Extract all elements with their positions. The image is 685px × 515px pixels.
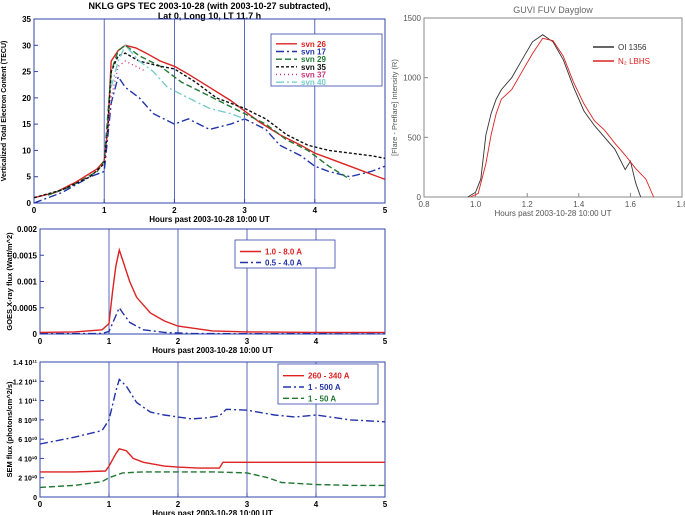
y-axis-label: Verticalized Total Electron Content (TEC… bbox=[1, 41, 8, 182]
y-tick-label: 8 10¹⁰ bbox=[18, 417, 37, 425]
y-tick-label: 30 bbox=[22, 41, 31, 50]
y-tick-label: 0.002 bbox=[17, 225, 38, 234]
series-line-5 bbox=[110, 44, 245, 120]
x-tick-label: 1.4 bbox=[573, 200, 585, 209]
x-axis-label: Hours past 2003-10-28 10:00 UT bbox=[495, 209, 612, 218]
legend: 260 - 340 A 1 - 500 A 1 - 50 A bbox=[277, 363, 379, 405]
series-line-2 bbox=[39, 471, 385, 489]
chart-title: Lat 0, Long 10, LT 11.7 h bbox=[158, 11, 261, 21]
series-line-0 bbox=[40, 447, 385, 473]
y-tick-label: 35 bbox=[22, 15, 31, 24]
series-line-1 bbox=[39, 378, 386, 445]
y-tick-label: 25 bbox=[22, 68, 31, 77]
series-line-0 bbox=[467, 34, 642, 198]
chart-sem: 0 1 2 3 4 5 0 2 10¹⁰ 4 10¹⁰ 6 10¹⁰ 8 10¹⁰ 1 10¹¹ 1.2… bbox=[5, 360, 388, 515]
y-tick-label: 2 10¹⁰ bbox=[18, 475, 37, 483]
legend-box bbox=[234, 239, 336, 269]
legend-box bbox=[270, 33, 383, 87]
y-tick-label: 0 bbox=[417, 193, 422, 202]
y-tick-label: 1 10¹¹ bbox=[19, 399, 38, 406]
y-axis-label: SEM flux (photons/cm^2/s) bbox=[5, 381, 14, 478]
series-line-1 bbox=[33, 75, 386, 204]
x-tick-label: 3 bbox=[245, 337, 250, 346]
x-axis-label: Hours past 2003-10-28 10:00 UT bbox=[152, 346, 273, 355]
x-tick-label: 0 bbox=[38, 500, 43, 509]
legend-label: 0.5 - 4.0 A bbox=[265, 259, 302, 268]
legend-label: 1 - 500 A bbox=[308, 383, 341, 392]
x-tick-label: 3 bbox=[245, 500, 250, 509]
plot-frame bbox=[423, 17, 683, 198]
y-tick-label: 0 bbox=[27, 199, 32, 208]
y-tick-label: 1500 bbox=[403, 14, 421, 23]
legend-label: 1.0 - 8.0 A bbox=[265, 248, 302, 257]
x-tick-label: 0 bbox=[32, 206, 37, 215]
y-tick-label: 0 bbox=[33, 495, 37, 502]
series-line-0 bbox=[39, 247, 385, 334]
y-axis-label: GOES X-ray flux (Watt/m^2) bbox=[5, 232, 14, 331]
x-axis-label: Hours past 2003-10-28 10:00 UT bbox=[152, 509, 273, 515]
x-tick-label: 1.6 bbox=[625, 200, 637, 209]
x-tick-label: 0.8 bbox=[418, 200, 430, 209]
x-tick-label: 4 bbox=[313, 206, 318, 215]
x-tick-label: 1 bbox=[107, 500, 112, 509]
series-line-1 bbox=[39, 306, 386, 335]
legend: 1.0 - 8.0 A 0.5 - 4.0 A bbox=[234, 239, 336, 269]
y-tick-label: 1.2 10¹¹ bbox=[13, 379, 38, 386]
y-tick-label: 0.0005 bbox=[13, 304, 38, 313]
series-line-1 bbox=[470, 37, 655, 198]
legend-label: OI 1356 bbox=[618, 43, 647, 52]
plot-frame bbox=[33, 18, 386, 204]
x-tick-label: 1.8 bbox=[676, 200, 685, 209]
chart-title: NKLG GPS TEC 2003-10-28 (with 2003-10-27… bbox=[88, 1, 330, 11]
legend-label: N₂ LBHS bbox=[618, 57, 650, 66]
series-line-4 bbox=[103, 60, 147, 161]
legend-label: svn 29 bbox=[301, 55, 326, 64]
y-tick-label: 0.0015 bbox=[13, 251, 38, 260]
x-tick-label: 2 bbox=[172, 206, 177, 215]
y-tick-label: 1000 bbox=[403, 74, 421, 83]
legend-label: svn 40 bbox=[301, 78, 326, 87]
x-tick-label: 4 bbox=[314, 337, 319, 346]
x-tick-label: 1 bbox=[102, 206, 107, 215]
y-tick-label: 1.4 10¹¹ bbox=[13, 360, 38, 367]
x-tick-label: 1.0 bbox=[470, 200, 482, 209]
y-tick-label: 0 bbox=[33, 330, 38, 339]
x-tick-label: 5 bbox=[383, 500, 388, 509]
legend-label: svn 37 bbox=[301, 71, 326, 80]
legend-label: svn 26 bbox=[301, 40, 326, 49]
y-tick-label: 10 bbox=[22, 146, 31, 155]
y-axis-label: [Flare - Preflare] Intensity (R) bbox=[390, 59, 399, 156]
legend: OI 1356 N₂ LBHS bbox=[593, 43, 650, 66]
x-tick-label: 2 bbox=[176, 500, 181, 509]
x-tick-label: 5 bbox=[383, 206, 388, 215]
legend-label: 260 - 340 A bbox=[308, 372, 350, 381]
series-line-2 bbox=[47, 44, 351, 196]
legend-label: svn 17 bbox=[301, 48, 326, 57]
y-tick-label: 500 bbox=[408, 133, 422, 142]
y-tick-label: 15 bbox=[22, 120, 31, 129]
y-tick-label: 4 10¹⁰ bbox=[18, 455, 37, 463]
y-tick-label: 5 bbox=[27, 173, 32, 182]
legend-label: svn 35 bbox=[301, 63, 326, 72]
x-tick-label: 2 bbox=[176, 337, 181, 346]
chart-tec: NKLG GPS TEC 2003-10-28 (with 2003-10-27… bbox=[1, 1, 388, 224]
chart-goes: 0 1 2 3 4 5 0 0.0005 0.001 0.0015 0.002 Hours past … bbox=[5, 225, 388, 355]
chart-title: GUVI FUV Dayglow bbox=[513, 5, 593, 15]
legend-label: 1 - 50 A bbox=[308, 394, 336, 403]
y-tick-label: 6 10¹⁰ bbox=[18, 436, 37, 444]
plot-frame bbox=[39, 361, 386, 498]
x-tick-label: 1.2 bbox=[522, 200, 534, 209]
chart-guvi: GUVI FUV Dayglow 0.8 1.0 1.2 1.4 1.6 1.8 0 500 10… bbox=[390, 5, 685, 218]
x-tick-label: 1 bbox=[107, 337, 112, 346]
y-tick-label: 20 bbox=[22, 94, 31, 103]
x-tick-label: 4 bbox=[314, 500, 319, 509]
x-tick-label: 3 bbox=[242, 206, 247, 215]
x-tick-label: 0 bbox=[38, 337, 43, 346]
x-tick-label: 5 bbox=[383, 337, 388, 346]
x-axis-label: Hours past 2003-10-28 10:00 UT bbox=[149, 215, 270, 224]
y-tick-label: 0.001 bbox=[17, 278, 38, 287]
legend-box bbox=[277, 363, 379, 405]
